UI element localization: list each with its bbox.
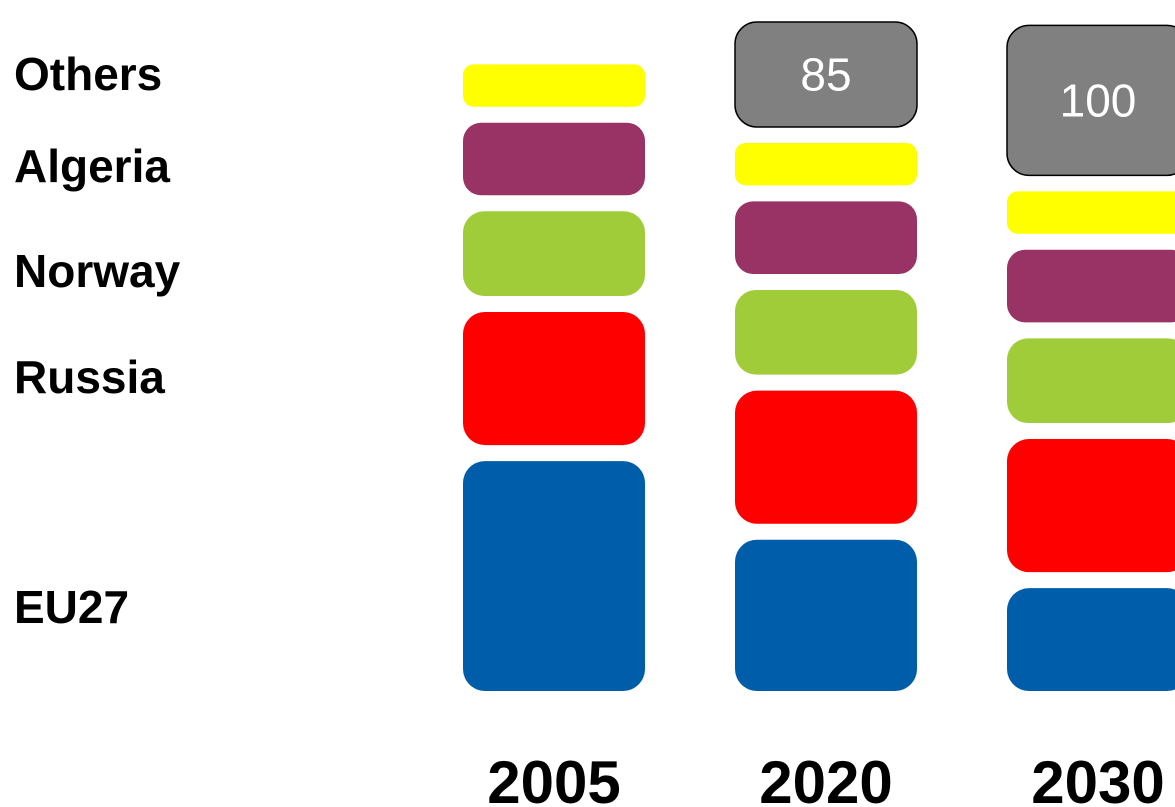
bar-segment-others-2005 [463, 64, 645, 107]
legend-label-eu27: EU27 [14, 581, 129, 633]
bar-segment-algeria-2030 [1007, 249, 1175, 323]
x-tick-2020: 2020 [759, 749, 892, 807]
bar-segment-norway-2020 [735, 289, 917, 375]
bar-segment-russia-2030 [1007, 439, 1175, 573]
total-label-2020: 85 [800, 49, 851, 101]
bar-segment-others-2030 [1007, 191, 1175, 234]
totals-group: 85 100 [734, 21, 1175, 177]
bar-segment-algeria-2005 [463, 122, 645, 196]
total-label-2030: 100 [1060, 74, 1137, 126]
legend-label-norway: Norway [14, 245, 181, 297]
total-box-2030 [1006, 24, 1175, 177]
bars-group [463, 64, 1175, 691]
x-axis-labels: 2005 2020 2030 [487, 749, 1164, 807]
bar-segment-norway-2005 [463, 211, 645, 296]
legend-label-russia: Russia [14, 351, 165, 403]
bar-segment-norway-2030 [1007, 338, 1175, 424]
x-tick-2005: 2005 [487, 749, 620, 807]
bar-segment-algeria-2020 [735, 201, 917, 274]
bar-segment-russia-2020 [735, 390, 917, 524]
bar-segment-eu27-2030 [1007, 588, 1175, 691]
bar-segment-russia-2005 [463, 312, 645, 446]
legend: Others Algeria Norway Russia EU27 [14, 48, 181, 633]
x-tick-2030: 2030 [1031, 749, 1164, 807]
bar-segment-eu27-2005 [463, 461, 645, 691]
legend-label-algeria: Algeria [14, 140, 170, 192]
legend-label-others: Others [14, 48, 162, 100]
bar-segment-others-2020 [735, 143, 917, 186]
total-box-2020 [734, 21, 918, 128]
bar-segment-eu27-2020 [735, 539, 917, 691]
